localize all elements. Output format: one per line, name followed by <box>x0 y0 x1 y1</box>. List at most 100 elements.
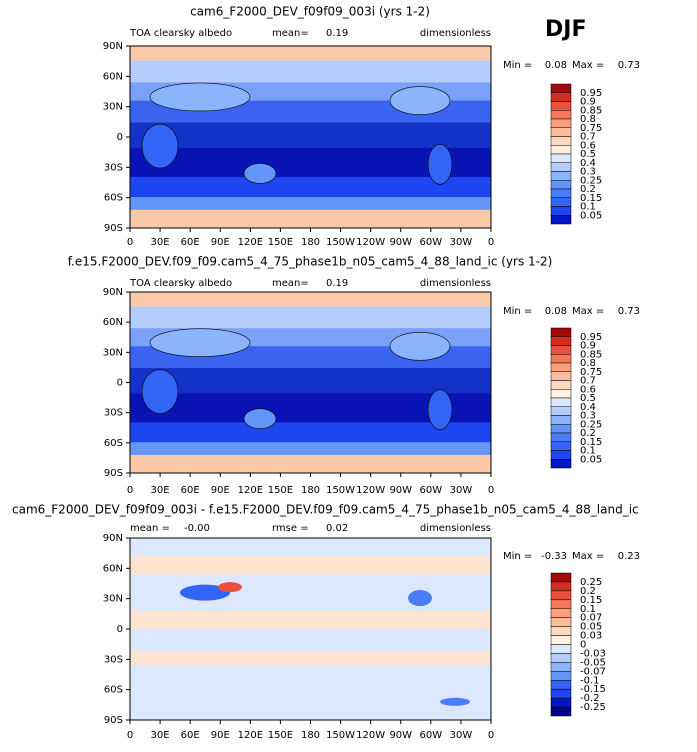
colorbar-label: 0.5 <box>580 149 596 160</box>
map-field <box>130 556 491 575</box>
map-field <box>130 629 491 652</box>
colorbar-box <box>550 397 572 407</box>
colorbar-box <box>550 617 572 627</box>
colorbar-box <box>550 432 572 442</box>
colorbar-box <box>550 145 572 155</box>
land <box>243 163 277 184</box>
y-tick-label: 60N <box>103 71 123 82</box>
colorbar-box <box>550 127 572 137</box>
colorbar-label: 0.1 <box>580 604 596 615</box>
x-tick-label: 0 <box>488 237 494 248</box>
colorbar-label: 0.4 <box>580 158 596 169</box>
colorbar-label: 0.75 <box>580 367 602 378</box>
x-tick-label: 150W <box>326 730 355 741</box>
y-tick-label: 30S <box>104 654 123 665</box>
x-tick-label: 120E <box>238 485 263 496</box>
colorbar-label: 0.2 <box>580 184 596 195</box>
colorbar-label: 0.3 <box>580 167 596 178</box>
colorbar-label: 0.95 <box>580 332 602 343</box>
map-field <box>130 177 491 198</box>
x-tick-label: 90E <box>211 237 230 248</box>
x-tick-label: 180 <box>301 237 320 248</box>
x-tick-label: 120W <box>356 730 385 741</box>
map-field <box>130 306 491 329</box>
land <box>149 328 251 357</box>
colorbar-label: 0.6 <box>580 384 596 395</box>
colorbar-label: 0 <box>580 640 586 651</box>
colorbar-label: 0.25 <box>580 419 602 430</box>
x-tick-label: 0 <box>488 485 494 496</box>
colorbar-box <box>550 380 572 390</box>
map-field <box>130 368 491 394</box>
y-tick-label: 90N <box>103 41 123 52</box>
max-value: 0.73 <box>618 306 640 317</box>
map-field <box>130 197 491 211</box>
map-field <box>130 665 491 721</box>
colorbar-box <box>550 197 572 207</box>
min-value: 0.08 <box>545 60 567 71</box>
colorbar-label: 0.07 <box>580 613 602 624</box>
colorbar-box <box>550 215 572 225</box>
colorbar-box <box>550 345 572 355</box>
colorbar-label: -0.05 <box>580 657 606 668</box>
colorbar-label: -0.1 <box>580 675 600 686</box>
y-tick-label: 30N <box>103 347 123 358</box>
map-field <box>130 610 491 630</box>
colorbar-box <box>550 671 572 681</box>
colorbar-label: 0.4 <box>580 402 596 413</box>
colorbar-box <box>550 171 572 181</box>
land <box>389 86 451 115</box>
x-tick-label: 60W <box>420 237 443 248</box>
x-tick-label: 180 <box>301 730 320 741</box>
colorbar-box <box>550 415 572 425</box>
map-field <box>130 538 491 557</box>
colorbar-box <box>550 206 572 216</box>
colorbar-label: 0.2 <box>580 586 596 597</box>
colorbar-box <box>550 354 572 364</box>
left-label: TOA clearsky albedo <box>129 28 232 39</box>
colorbar-box <box>550 688 572 699</box>
colorbar-box <box>550 162 572 172</box>
max-label: Max = <box>572 306 604 317</box>
y-tick-label: 90N <box>103 533 123 544</box>
land <box>427 389 453 430</box>
map-field <box>130 122 491 149</box>
x-tick-label: 120W <box>356 485 385 496</box>
x-tick-label: 30W <box>450 730 473 741</box>
land <box>389 331 451 361</box>
colorbar-label: 0.25 <box>580 577 602 588</box>
x-tick-label: 30E <box>151 485 170 496</box>
stat-label: rmse = <box>272 523 309 534</box>
colorbar-label: 0.05 <box>580 622 602 633</box>
max-label: Max = <box>572 551 604 562</box>
panel-title: cam6_F2000_DEV_f09f09_003i - f.e15.F2000… <box>12 503 639 517</box>
land <box>149 82 251 112</box>
colorbar-box <box>550 572 572 583</box>
colorbar-label: 0.15 <box>580 595 602 606</box>
x-tick-label: 0 <box>488 730 494 741</box>
colorbar-box <box>550 188 572 198</box>
y-tick-label: 60S <box>104 438 123 449</box>
x-tick-label: 30W <box>450 485 473 496</box>
max-value: 0.23 <box>618 551 640 562</box>
colorbar-box <box>550 153 572 163</box>
x-tick-label: 0 <box>127 730 133 741</box>
y-tick-label: 90S <box>104 715 123 726</box>
x-tick-label: 120W <box>356 237 385 248</box>
colorbar-box <box>550 644 572 654</box>
x-tick-label: 90W <box>389 237 412 248</box>
y-tick-label: 30S <box>104 408 123 419</box>
panel-title: f.e15.F2000_DEV.f09_f09.cam5_4_75_phase1… <box>68 255 553 269</box>
land <box>427 144 453 185</box>
stat-value: 0.02 <box>326 523 348 534</box>
colorbar-box <box>550 336 572 346</box>
colorbar-label: 0.85 <box>580 105 602 116</box>
x-tick-label: 60E <box>181 730 200 741</box>
colorbar-box <box>550 136 572 146</box>
left-label: mean = <box>130 523 170 534</box>
colorbar-box <box>550 371 572 381</box>
stat-value: 0.19 <box>326 278 348 289</box>
colorbar-box <box>550 599 572 609</box>
y-tick-label: 30N <box>103 102 123 113</box>
